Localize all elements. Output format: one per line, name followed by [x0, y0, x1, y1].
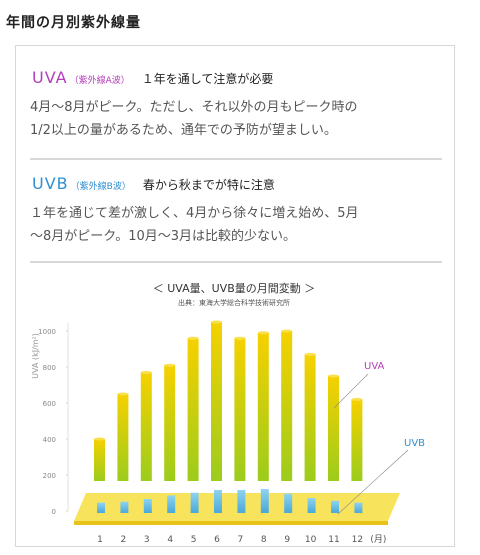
y-tick-label: 200: [43, 472, 56, 480]
uva-bar: [211, 322, 222, 481]
uva-bar: [117, 394, 129, 481]
uva-bar-cap: [164, 363, 176, 367]
uvb-bar: [167, 495, 176, 513]
uva-description-line: 4月〜8月がピーク。ただし、それ以外の月もピーク時の: [30, 100, 358, 115]
x-tick-label: 11: [328, 535, 339, 545]
x-tick-label: 2: [121, 535, 127, 545]
uva-bar: [328, 376, 339, 481]
x-tick-label: 7: [238, 535, 244, 545]
uva-bar-cap: [328, 374, 339, 378]
y-tick-label: 400: [43, 436, 56, 444]
x-tick-label: 8: [261, 535, 267, 545]
uvb-bar: [214, 490, 222, 513]
y-tick-label: 600: [43, 400, 56, 408]
uva-description-line: 1/2以上の量があるため、通年での予防が望ましい。: [30, 123, 337, 138]
uvb-code: UVB: [32, 174, 69, 193]
x-tick-label: 9: [284, 535, 290, 545]
uva-bar-cap: [187, 336, 199, 340]
uvb-bar: [260, 489, 269, 513]
uvb-description: １年を通じて差が激しく、4月から徐々に増え始め、5月 〜8月がピーク。10月〜3…: [30, 202, 440, 248]
chart-platform: [74, 493, 400, 521]
uvb-bar: [143, 499, 152, 513]
uvb-bar: [307, 498, 316, 513]
y-axis-label: UVA (kJ/m²): [31, 333, 40, 379]
uva-bar: [140, 372, 152, 481]
uvb-bar: [284, 493, 293, 513]
uva-bar: [281, 331, 293, 481]
uva-bar: [164, 365, 176, 481]
uva-section-header: UVA （紫外線A波） １年を通して注意が必要: [32, 68, 273, 87]
uva-subtitle: （紫外線A波）: [69, 76, 130, 86]
uva-title: １年を通して注意が必要: [141, 72, 274, 86]
chart-platform-edge: [74, 521, 388, 525]
uva-bar-cap: [304, 352, 316, 356]
uva-bar-cap: [211, 320, 222, 324]
uva-bar: [257, 332, 269, 481]
uva-bar-cap: [94, 437, 105, 441]
uv-info-panel: UVA （紫外線A波） １年を通して注意が必要 4月〜8月がピーク。ただし、それ…: [15, 45, 455, 547]
uva-bar-cap: [234, 336, 246, 340]
divider: [30, 261, 442, 263]
uva-bar: [94, 439, 105, 481]
y-tick-label: 800: [43, 364, 56, 372]
y-tick-label: 1000: [38, 328, 56, 336]
uvb-title: 春から秋までが特に注意: [142, 178, 275, 192]
chart-title: ＜ UVA量、UVB量の月間変動 ＞: [153, 281, 316, 295]
uvb-callout-label: UVB: [404, 438, 425, 449]
uvb-callout-line: [337, 449, 409, 515]
uva-bar-cap: [281, 329, 293, 333]
uva-bar: [304, 354, 316, 481]
x-tick-label: 12: [352, 535, 363, 545]
uva-bar: [234, 338, 246, 481]
uva-callout-label: UVA: [364, 361, 385, 372]
uvb-description-line: １年を通じて差が激しく、4月から徐々に増え始め、5月: [30, 206, 359, 221]
uvb-bar: [354, 502, 363, 513]
page-title: 年間の月別紫外線量: [6, 15, 141, 31]
uva-bar: [187, 338, 199, 481]
uvb-bar: [97, 502, 105, 513]
uva-bar-cap: [140, 370, 152, 374]
x-tick-label: 1: [97, 535, 103, 545]
x-tick-label: 4: [167, 535, 173, 545]
x-axis-unit: (月): [370, 534, 386, 545]
x-tick-label: 10: [305, 535, 317, 545]
uvb-bar: [331, 500, 339, 513]
uva-callout-line: [333, 373, 369, 409]
uvb-subtitle: （紫外線B波）: [70, 182, 131, 192]
x-tick-label: 5: [191, 535, 197, 545]
uvb-description-line: 〜8月がピーク。10月〜3月は比較的少ない。: [30, 229, 297, 244]
uvb-bar: [190, 492, 199, 513]
chart-source: 出典：東海大学総合科学技術研究所: [178, 298, 290, 307]
uva-description: 4月〜8月がピーク。ただし、それ以外の月もピーク時の 1/2以上の量があるため、…: [30, 96, 440, 142]
uva-code: UVA: [32, 68, 68, 87]
uvb-bar: [237, 490, 246, 513]
x-tick-label: 3: [144, 535, 150, 545]
divider: [30, 158, 442, 160]
uva-bar: [351, 399, 363, 481]
y-tick-label: 0: [52, 508, 56, 516]
uvb-section-header: UVB （紫外線B波） 春から秋までが特に注意: [32, 174, 275, 193]
uvb-bar: [120, 501, 129, 513]
uva-bar-cap: [257, 331, 269, 335]
x-tick-label: 6: [214, 535, 220, 545]
uva-bar-cap: [117, 392, 129, 396]
uv-monthly-chart: ＜ UVA量、UVB量の月間変動 ＞ 出典：東海大学総合科学技術研究所 UVA …: [31, 281, 425, 545]
uva-bar-cap: [351, 397, 363, 401]
